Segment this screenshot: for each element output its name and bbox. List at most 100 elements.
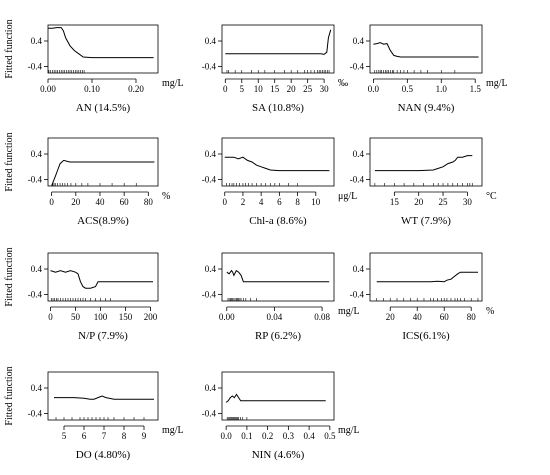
x-tick-label: 40	[413, 312, 423, 322]
unit-label: %	[486, 306, 494, 317]
x-tick-label: 150	[119, 312, 133, 322]
x-tick-label: 0.1	[241, 431, 252, 441]
y-tick-label: -0.4	[350, 290, 365, 300]
y-tick-label: 0.4	[353, 36, 365, 46]
x-tick-label: 0.4	[303, 431, 315, 441]
panel-11: -0.4 0.4 0.0 0.1 0.2 0.3 0.4 0.5 mg/L NIN (4.6%)	[202, 371, 360, 461]
x-tick-label: 8	[122, 431, 127, 441]
x-tick-label: 10	[254, 84, 264, 94]
panel-3: -0.4 0.4 0.0 0.5 1.0 1.5 mg/L NAN (9.4%)	[350, 24, 508, 114]
panel-title: WT (7.9%)	[401, 215, 451, 227]
unit-label: μg/L	[338, 191, 357, 202]
y-tick-label: 0.4	[31, 383, 43, 393]
x-tick-label: 5	[62, 431, 67, 441]
unit-label: ‰	[338, 78, 348, 89]
y-tick-label: 0.4	[353, 264, 365, 274]
x-tick-label: 200	[144, 312, 158, 322]
fitted-curve	[226, 269, 330, 283]
y-tick-label: 0.4	[353, 149, 365, 159]
y-tick-label: -0.4	[202, 409, 217, 419]
plot-frame	[369, 24, 483, 74]
panel-10: -0.4 0.4 5 6 7 8 9 mg/L DO (4.80%) Fitted functio…	[4, 366, 184, 461]
panel-title: AN (14.5%)	[76, 102, 131, 114]
x-tick-label: 0	[49, 197, 54, 207]
y-tick-label: -0.4	[28, 175, 43, 185]
y-tick-label: -0.4	[28, 290, 43, 300]
y-tick-label: 0.4	[205, 383, 217, 393]
y-tick-label: -0.4	[202, 290, 217, 300]
x-tick-label: 0	[48, 312, 53, 322]
y-tick-label: 0.4	[205, 264, 217, 274]
panel-7: -0.4 0.4 0 50 100 150 200 N/P (7.9%) Fitted func…	[4, 247, 159, 342]
x-tick-label: 8	[295, 197, 300, 207]
x-tick-label: 60	[120, 197, 130, 207]
plot-frame	[47, 24, 159, 74]
x-tick-label: 1.0	[436, 84, 448, 94]
x-tick-label: 50	[71, 312, 81, 322]
fitted-curve	[225, 393, 326, 403]
plot-frame	[221, 371, 335, 421]
y-tick-label: 0.4	[31, 264, 43, 274]
unit-label: mg/L	[486, 78, 508, 89]
fitted-curve	[376, 271, 478, 283]
plot-frame	[221, 252, 335, 302]
x-tick-label: 0.10	[84, 84, 100, 94]
x-tick-label: 7	[102, 431, 107, 441]
x-tick-label: 15	[270, 84, 280, 94]
fitted-curve	[54, 395, 154, 400]
x-tick-label: 0.08	[314, 312, 330, 322]
y-tick-label: -0.4	[350, 175, 365, 185]
plot-frame	[369, 137, 483, 187]
x-tick-label: 60	[440, 312, 450, 322]
panel-8: -0.4 0.4 0.00 0.04 0.08 mg/L RP (6.2%)	[202, 252, 360, 342]
x-tick-label: 40	[95, 197, 105, 207]
unit-label: °C	[486, 191, 497, 202]
unit-label: mg/L	[338, 306, 360, 317]
x-tick-label: 9	[142, 431, 147, 441]
x-tick-label: 4	[259, 197, 264, 207]
x-tick-label: 20	[287, 84, 297, 94]
unit-label: mg/L	[338, 425, 360, 436]
x-tick-label: 0.3	[283, 431, 295, 441]
unit-label: mg/L	[162, 425, 184, 436]
x-tick-label: 0.20	[128, 84, 144, 94]
x-tick-label: 5	[240, 84, 245, 94]
y-tick-label: 0.4	[31, 149, 43, 159]
unit-label: mg/L	[162, 78, 184, 89]
x-tick-label: 2	[241, 197, 246, 207]
y-axis-label: Fitted function	[4, 132, 15, 191]
x-tick-label: 0.0	[221, 431, 233, 441]
y-axis-label: Fitted function	[4, 247, 15, 306]
x-tick-label: 20	[414, 197, 424, 207]
panel-9: -0.4 0.4 20 40 60 80 % ICS(6.1%)	[350, 252, 494, 342]
x-tick-label: 0	[223, 84, 228, 94]
x-tick-label: 1.5	[470, 84, 482, 94]
y-tick-label: 0.4	[31, 36, 43, 46]
x-tick-label: 0.04	[267, 312, 283, 322]
y-tick-label: -0.4	[350, 62, 365, 72]
panel-2: -0.4 0.4 0 5 10 15 20 25 30 ‰ SA (10.8%)	[202, 24, 348, 114]
panel-title: RP (6.2%)	[255, 330, 301, 342]
y-tick-label: -0.4	[202, 175, 217, 185]
x-tick-label: 100	[94, 312, 108, 322]
x-tick-label: 15	[390, 197, 400, 207]
panel-title: DO (4.80%)	[76, 449, 131, 461]
x-tick-label: 0.2	[262, 431, 273, 441]
fitted-curve	[50, 270, 153, 289]
panel-title: SA (10.8%)	[252, 102, 304, 114]
panel-title: Chl-a (8.6%)	[249, 215, 307, 227]
x-tick-label: 0.0	[368, 84, 380, 94]
x-tick-label: 80	[467, 312, 477, 322]
fitted-curve	[224, 156, 330, 172]
plot-frame	[47, 371, 159, 421]
x-tick-label: 80	[144, 197, 154, 207]
plot-frame	[221, 24, 335, 74]
panel-title: ACS(8.9%)	[77, 215, 129, 227]
y-tick-label: -0.4	[202, 62, 217, 72]
x-tick-label: 25	[439, 197, 449, 207]
x-tick-label: 10	[311, 197, 321, 207]
fitted-curve	[48, 27, 154, 59]
plot-frame	[369, 252, 483, 302]
panel-title: N/P (7.9%)	[78, 330, 128, 342]
x-tick-label: 0.00	[219, 312, 235, 322]
